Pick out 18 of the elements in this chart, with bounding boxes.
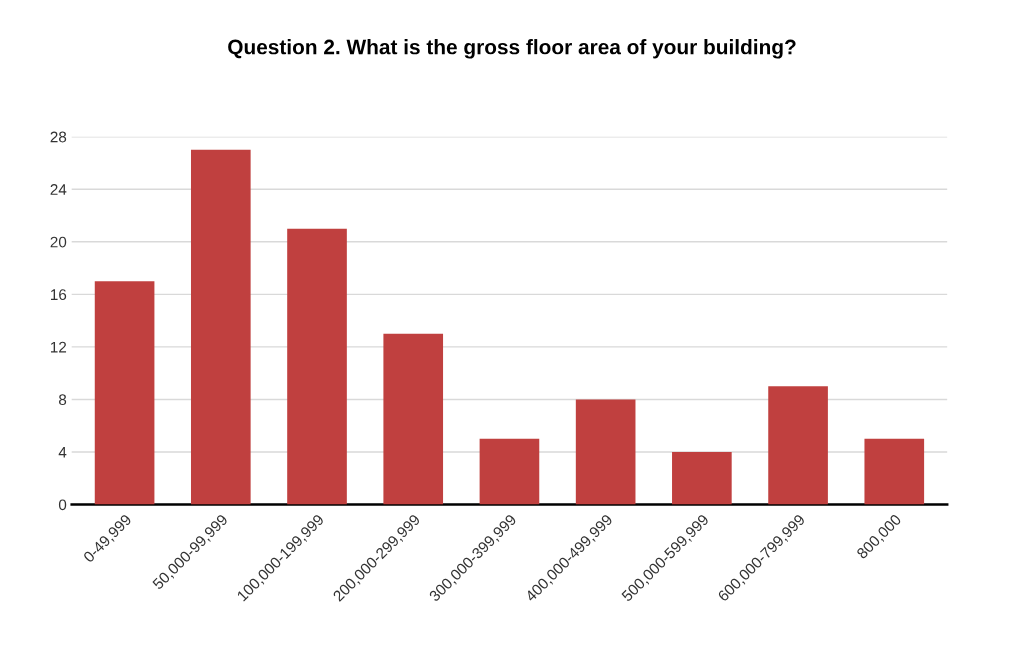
- bar: [672, 451, 732, 505]
- y-tick-label: 12: [50, 341, 67, 353]
- bar: [190, 149, 251, 505]
- bar: [479, 438, 540, 505]
- y-tick-label: 16: [50, 289, 67, 301]
- y-tick-label: 8: [58, 394, 67, 406]
- bar: [287, 228, 347, 505]
- bar: [864, 438, 925, 505]
- bar: [575, 399, 636, 505]
- y-tick-label: 0: [58, 499, 67, 511]
- y-tick-label: 28: [50, 131, 67, 143]
- y-tick-label: 4: [58, 447, 67, 458]
- bar: [768, 386, 828, 505]
- bar: [383, 333, 444, 505]
- y-tick-label: 20: [50, 236, 67, 248]
- y-tick-label: 24: [50, 184, 67, 195]
- bar: [94, 281, 155, 505]
- chart-title: Question 2. What is the gross floor area of your building?: [228, 39, 796, 59]
